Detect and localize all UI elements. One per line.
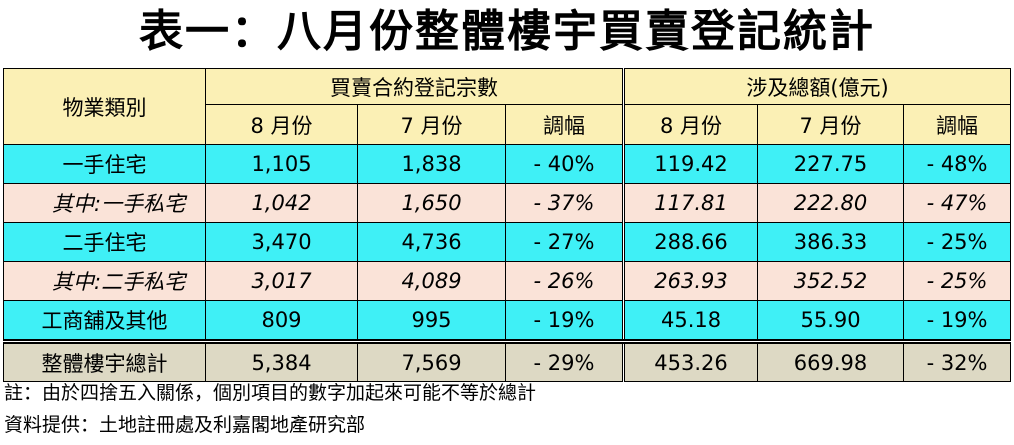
table-cell: - 37% [504, 183, 625, 223]
table-cell: - 19% [903, 300, 1012, 342]
header-cell: 涉及總額(億元) [622, 68, 1012, 105]
table-row: 工商舖及其他 809 995- 19% 45.18 55.90- 19% [3, 300, 1012, 342]
header-cell: 買賣合約登記宗數 [204, 68, 625, 105]
table-cell: 3,470 [205, 222, 358, 262]
table-cell: 其中:一手私宅 [3, 183, 206, 223]
header-cell: 物業類別 [3, 68, 206, 145]
table-cell: - 48% [903, 144, 1012, 184]
header-cell: 8 月份 [622, 104, 759, 145]
header-cell: 調幅 [903, 104, 1012, 145]
table-cell: - 29% [504, 339, 625, 382]
table-cell: 4,089 [357, 261, 506, 301]
table-row: 其中:一手私宅 1,042 1,650- 37% 117.81 222.80- 47% [3, 183, 1012, 223]
table-cell: 809 [205, 300, 358, 342]
table-cell: - 26% [504, 261, 625, 301]
table-cell: 4,736 [357, 222, 506, 262]
table-cell: 1,838 [357, 144, 506, 184]
header-row: 8 月份 7 月份 調幅 8 月份 7 月份 調幅 [4, 104, 1012, 145]
note: 資料提供：土地註冊處及利嘉閣地產研究部 [4, 414, 366, 436]
header-cell: 調幅 [504, 104, 625, 145]
table-cell: 3,017 [205, 261, 358, 301]
table-cell: 1,650 [357, 183, 506, 223]
table-cell: 1,042 [205, 183, 358, 223]
table-cell: 995 [357, 300, 506, 342]
table-cell: 222.80 [757, 183, 905, 223]
table-row: 一手住宅 1,105 1,838- 40% 119.42 227.75- 48% [3, 144, 1012, 184]
table-cell: 工商舖及其他 [3, 300, 206, 342]
stats-table: 物業類別 買賣合約登記宗數 涉及總額(億元) 8 月份 7 月份 調幅 8 月份 7 月… [3, 68, 1012, 382]
header-cell: 7 月份 [357, 104, 506, 145]
table-cell: 352.52 [757, 261, 905, 301]
table-cell: - 32% [903, 339, 1012, 382]
table-cell: - 25% [903, 261, 1012, 301]
table-row: 二手住宅 3,470 4,736- 27% 288.66 386.33- 25% [3, 222, 1012, 262]
table-cell: 453.26 [622, 339, 759, 382]
table-row: 整體樓宇總計 5,384 7,569- 29% 453.26 669.98- 32% [3, 339, 1012, 382]
table-cell: - 25% [903, 222, 1012, 262]
table-cell: 整體樓宇總計 [3, 339, 206, 382]
table-cell: 227.75 [757, 144, 905, 184]
table-cell: 117.81 [622, 183, 759, 223]
table-cell: 5,384 [205, 339, 358, 382]
table-cell: 一手住宅 [3, 144, 206, 184]
table-cell: - 40% [504, 144, 625, 184]
table-cell: 386.33 [757, 222, 905, 262]
table-cell: 55.90 [757, 300, 905, 342]
header-cell: 8 月份 [205, 104, 358, 145]
table-cell: 其中:二手私宅 [3, 261, 206, 301]
table-cell: 263.93 [622, 261, 759, 301]
table-row: 其中:二手私宅 3,017 4,089- 26% 263.93 352.52- 25% [3, 261, 1012, 301]
table-cell: 45.18 [622, 300, 759, 342]
header-cell: 7 月份 [757, 104, 905, 145]
table-cell: - 19% [504, 300, 625, 342]
table-cell: 119.42 [622, 144, 759, 184]
title: 表一：八月份整體樓宇買賣登記統計 [139, 6, 875, 57]
table-cell: 二手住宅 [3, 222, 206, 262]
table-cell: 1,105 [205, 144, 358, 184]
table-cell: - 27% [504, 222, 625, 262]
table-cell: 669.98 [757, 339, 905, 382]
note: 註：由於四捨五入關係，個別項目的數字加起來可能不等於總計 [4, 382, 537, 404]
table-cell: - 47% [903, 183, 1012, 223]
header-row: 物業類別 買賣合約登記宗數 涉及總額(億元) [3, 68, 1012, 145]
table-cell: 7,569 [357, 339, 506, 382]
table-cell: 288.66 [622, 222, 759, 262]
